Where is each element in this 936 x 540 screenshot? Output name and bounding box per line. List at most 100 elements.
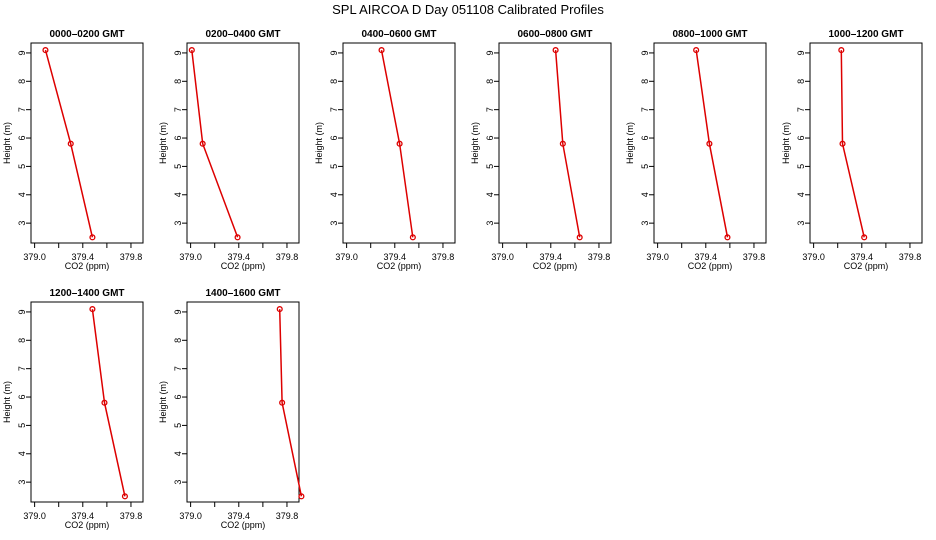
- plot-frame: [30, 301, 144, 503]
- data-point: [89, 306, 96, 313]
- panel-title: 0600–0800 GMT: [517, 29, 592, 40]
- y-axis-label: Height (m): [314, 122, 324, 164]
- y-tick-label: 6: [17, 136, 27, 141]
- y-tick-label: 6: [173, 136, 183, 141]
- data-point: [838, 47, 845, 54]
- panel-title: 0000–0200 GMT: [49, 29, 124, 40]
- y-tick-label: 3: [173, 221, 183, 226]
- profile-line: [91, 309, 126, 497]
- data-point: [724, 234, 731, 241]
- data-point: [89, 234, 96, 241]
- profile-panel: 0400–0600 GMT 379.0 379.4 379.8 3 4 5 6 7 8 9 CO2 (…: [314, 29, 456, 271]
- x-tick-label: 379.0: [23, 511, 46, 521]
- y-tick-label: 3: [485, 221, 495, 226]
- panel-title: 0400–0600 GMT: [361, 29, 436, 40]
- y-tick-label: 8: [17, 79, 27, 84]
- data-point: [576, 234, 583, 241]
- x-tick-label: 379.4: [695, 252, 718, 262]
- y-tick-label: 4: [17, 451, 27, 456]
- plot-frame: [498, 42, 612, 244]
- y-tick-label: 8: [796, 79, 806, 84]
- plot-frame: [342, 42, 456, 244]
- y-tick-label: 7: [796, 107, 806, 112]
- data-point: [861, 234, 868, 241]
- panels: 0000–0200 GMT 379.0 379.4 379.8 3 4 5 6 7 8 9 CO2 (…: [2, 29, 923, 530]
- y-tick-label: 4: [173, 192, 183, 197]
- x-tick-label: 379.8: [432, 252, 455, 262]
- profile-line: [380, 49, 414, 238]
- y-tick-label: 3: [640, 221, 650, 226]
- profile-panel: 0200–0400 GMT 379.0 379.4 379.8 3 4 5 6 7 8 9 CO2 (…: [158, 29, 300, 271]
- x-axis-label: CO2 (ppm): [221, 520, 266, 530]
- plot-frame: [186, 301, 300, 503]
- x-axis-label: CO2 (ppm): [377, 261, 422, 271]
- data-point: [101, 399, 108, 406]
- data-point: [42, 47, 49, 54]
- x-axis-label: CO2 (ppm): [844, 261, 889, 271]
- profile-line: [44, 49, 94, 238]
- y-tick-label: 7: [173, 366, 183, 371]
- y-tick-label: 5: [173, 423, 183, 428]
- y-tick-label: 3: [173, 480, 183, 485]
- data-point: [693, 47, 700, 54]
- y-axis-label: Height (m): [781, 122, 791, 164]
- profile-panel: 1000–1200 GMT 379.0 379.4 379.8 3 4 5 6 7 8 9 CO2 (…: [781, 29, 923, 271]
- x-axis-label: CO2 (ppm): [688, 261, 733, 271]
- y-tick-label: 4: [173, 451, 183, 456]
- plot-frame: [653, 42, 767, 244]
- y-tick-label: 4: [796, 192, 806, 197]
- y-tick-label: 5: [796, 164, 806, 169]
- x-tick-label: 379.4: [851, 252, 874, 262]
- y-tick-label: 7: [17, 107, 27, 112]
- y-axis-label: Height (m): [625, 122, 635, 164]
- y-tick-label: 8: [329, 79, 339, 84]
- x-tick-label: 379.0: [335, 252, 358, 262]
- x-tick-label: 379.0: [179, 511, 202, 521]
- y-tick-label: 6: [329, 136, 339, 141]
- x-tick-label: 379.4: [72, 252, 95, 262]
- profile-panel: 0000–0200 GMT 379.0 379.4 379.8 3 4 5 6 7 8 9 CO2 (…: [2, 29, 144, 271]
- y-tick-label: 6: [173, 395, 183, 400]
- data-point: [559, 140, 566, 147]
- x-tick-label: 379.4: [384, 252, 407, 262]
- y-tick-label: 9: [173, 309, 183, 314]
- y-tick-label: 3: [17, 221, 27, 226]
- y-tick-label: 5: [329, 164, 339, 169]
- y-tick-label: 9: [796, 50, 806, 55]
- y-tick-label: 8: [173, 79, 183, 84]
- data-point: [199, 140, 206, 147]
- x-tick-label: 379.0: [802, 252, 825, 262]
- x-tick-label: 379.4: [540, 252, 563, 262]
- data-point: [279, 399, 286, 406]
- y-tick-label: 3: [329, 221, 339, 226]
- y-tick-label: 7: [17, 366, 27, 371]
- panel-title: 1000–1200 GMT: [828, 29, 903, 40]
- y-tick-label: 5: [17, 423, 27, 428]
- profile-panel: 1200–1400 GMT 379.0 379.4 379.8 3 4 5 6 7 8 9 CO2 (…: [2, 288, 144, 530]
- y-tick-label: 8: [17, 338, 27, 343]
- y-axis-label: Height (m): [2, 122, 12, 164]
- profile-panel: 0800–1000 GMT 379.0 379.4 379.8 3 4 5 6 7 8 9 CO2 (…: [625, 29, 767, 271]
- panel-title: 0800–1000 GMT: [672, 29, 747, 40]
- panel-title: 1400–1600 GMT: [205, 288, 280, 299]
- figure-title: SPL AIRCOA D Day 051108 Calibrated Profi…: [332, 2, 604, 17]
- x-tick-label: 379.0: [179, 252, 202, 262]
- y-tick-label: 7: [485, 107, 495, 112]
- data-point: [396, 140, 403, 147]
- data-point: [378, 47, 385, 54]
- y-tick-label: 7: [173, 107, 183, 112]
- x-tick-label: 379.0: [23, 252, 46, 262]
- data-point: [839, 140, 846, 147]
- x-tick-label: 379.8: [588, 252, 611, 262]
- y-tick-label: 7: [640, 107, 650, 112]
- panel-title: 0200–0400 GMT: [205, 29, 280, 40]
- y-tick-label: 6: [796, 136, 806, 141]
- x-axis-label: CO2 (ppm): [65, 520, 110, 530]
- y-tick-label: 9: [17, 309, 27, 314]
- data-point: [121, 493, 128, 500]
- y-tick-label: 9: [640, 50, 650, 55]
- y-axis-label: Height (m): [2, 381, 12, 423]
- profile-line: [278, 309, 303, 497]
- y-tick-label: 5: [173, 164, 183, 169]
